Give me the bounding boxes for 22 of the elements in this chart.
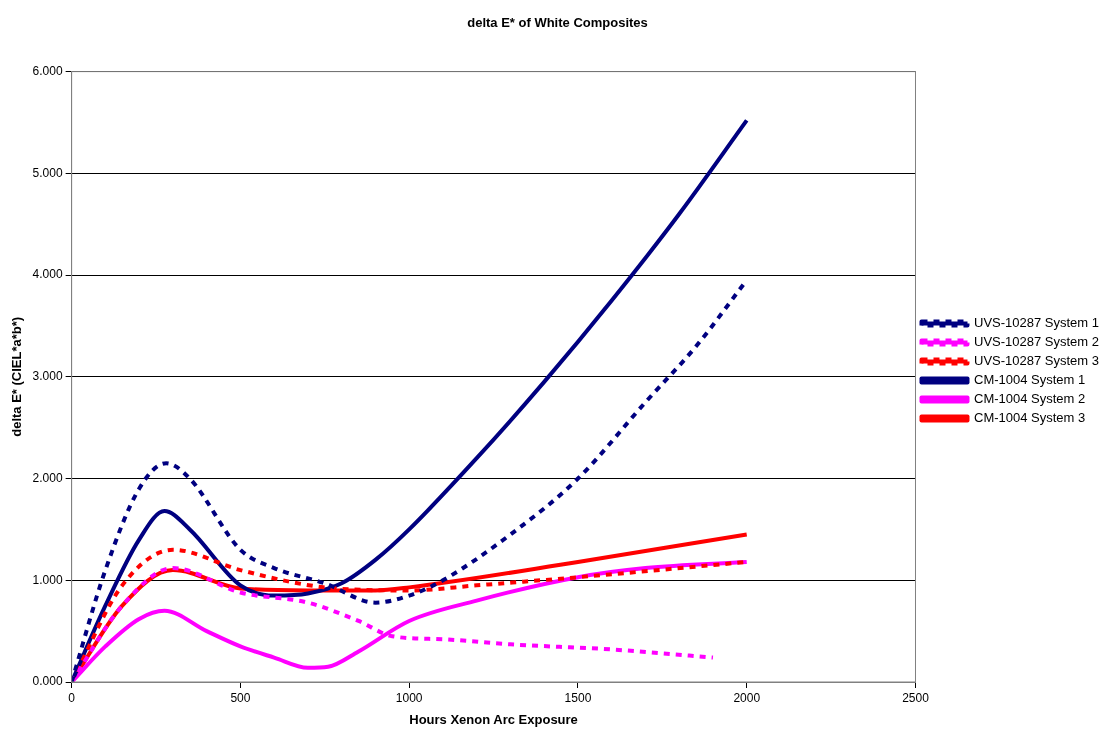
x-tick-label: 2000 [733, 690, 761, 705]
y-tick-label: 0.000 [32, 674, 63, 689]
x-tick-label: 1000 [395, 690, 423, 705]
y-tick-label: 4.000 [32, 267, 63, 282]
y-axis-title: delta E* (CIEL*a*b*) [9, 316, 25, 437]
legend-label: UVS-10287 System 3 [974, 353, 1100, 369]
legend-label: CM-1004 System 3 [974, 410, 1086, 426]
x-tick-label: 1500 [564, 690, 592, 705]
y-tick-label: 6.000 [32, 63, 63, 78]
x-axis-title: Hours Xenon Arc Exposure [409, 711, 578, 727]
chart-title: delta E* of White Composites [467, 15, 648, 31]
y-tick-label: 3.000 [32, 369, 63, 384]
legend-label: CM-1004 System 2 [974, 391, 1086, 407]
y-tick-label: 1.000 [32, 572, 63, 587]
x-tick-label: 500 [230, 690, 251, 705]
x-tick-label: 0 [68, 690, 76, 705]
x-tick-label: 2500 [902, 690, 930, 705]
legend-label: UVS-10287 System 1 [974, 315, 1100, 331]
y-tick-label: 2.000 [32, 470, 63, 485]
legend-label: UVS-10287 System 2 [974, 334, 1100, 350]
legend-label: CM-1004 System 1 [974, 372, 1086, 388]
y-tick-label: 5.000 [32, 165, 63, 180]
